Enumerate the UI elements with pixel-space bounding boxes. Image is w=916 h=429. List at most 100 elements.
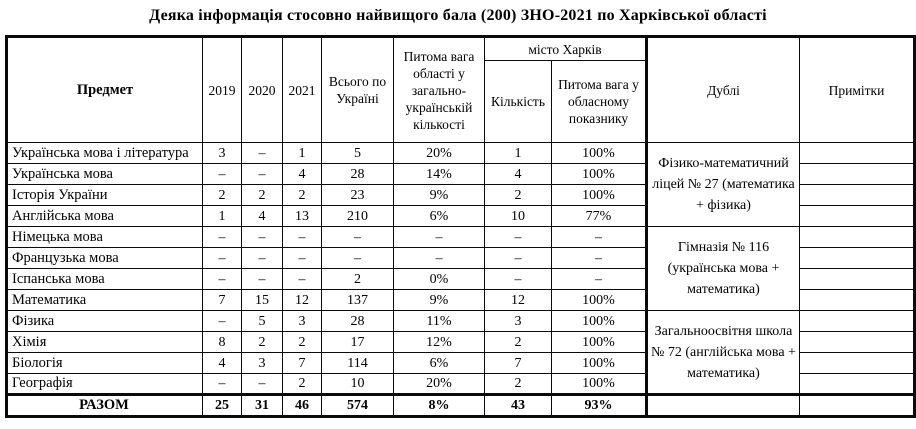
year-2021-cell: 1	[282, 142, 322, 164]
table-row: Англійська мова 1 4 13 210 6% 10 77%	[6, 205, 915, 227]
total-ukraine-cell: 137	[321, 289, 394, 311]
kharkiv-count-cell: 43	[484, 393, 552, 417]
notes-cell	[799, 289, 915, 311]
year-2019-cell: –	[202, 163, 242, 185]
col-header-2020: 2020	[241, 36, 283, 143]
kharkiv-share-cell: –	[551, 226, 647, 248]
year-2020-cell: 2	[241, 331, 283, 353]
kharkiv-share-cell: 100%	[551, 163, 647, 185]
total-ukraine-cell: 5	[321, 142, 394, 164]
year-2021-cell: –	[282, 247, 322, 269]
col-group-kharkiv-city: місто Харків	[484, 36, 647, 61]
year-2020-cell: 31	[241, 393, 283, 417]
total-ukraine-cell: 17	[321, 331, 394, 353]
notes-cell	[799, 163, 915, 185]
col-header-duplicates: Дублі	[645, 36, 800, 143]
kharkiv-share-cell: 93%	[551, 393, 647, 417]
kharkiv-share-cell: 100%	[551, 142, 647, 164]
year-2020-cell: 5	[241, 310, 283, 332]
year-2019-cell: 2	[202, 184, 242, 206]
notes-cell	[799, 393, 915, 417]
kharkiv-share-cell: 77%	[551, 205, 647, 227]
duplicates-cell: Загальноосвітня школа № 72 (англійська м…	[645, 310, 800, 395]
year-2020-cell: –	[241, 226, 283, 248]
table-row: Математика 7 15 12 137 9% 12 100%	[6, 289, 915, 311]
col-header-kharkiv-share: Питома вага у обласному показнику	[551, 60, 647, 143]
year-2021-cell: 12	[282, 289, 322, 311]
kharkiv-count-cell: 2	[484, 373, 552, 395]
notes-cell	[799, 373, 915, 395]
year-2020-cell: –	[241, 163, 283, 185]
total-ukraine-cell: 2	[321, 268, 394, 290]
col-header-subject: Предмет	[6, 36, 203, 143]
col-header-notes: Примітки	[799, 36, 915, 143]
year-2019-cell: 4	[202, 352, 242, 374]
share-ukraine-cell: 14%	[393, 163, 485, 185]
table-row: Історія України 2 2 2 23 9% 2 100%	[6, 184, 915, 206]
table-row: Фізика – 5 3 28 11% 3 100% Загальноосвіт…	[6, 310, 915, 395]
col-header-kharkiv-count: Кількість	[484, 60, 552, 143]
subject-cell: Хімія	[6, 331, 203, 353]
col-header-2019: 2019	[202, 36, 242, 143]
total-ukraine-cell: –	[321, 226, 394, 248]
notes-cell	[799, 205, 915, 227]
subject-cell: Французька мова	[6, 247, 203, 269]
share-ukraine-cell: 9%	[393, 184, 485, 206]
notes-cell	[799, 184, 915, 206]
year-2019-cell: 8	[202, 331, 242, 353]
duplicates-cell: Фізико-математичний ліцей № 27 (математи…	[645, 142, 800, 227]
notes-cell	[799, 331, 915, 353]
kharkiv-share-cell: –	[551, 268, 647, 290]
year-2020-cell: –	[241, 373, 283, 395]
total-ukraine-cell: 23	[321, 184, 394, 206]
subject-cell: Географія	[6, 373, 203, 395]
share-ukraine-cell: 11%	[393, 310, 485, 332]
kharkiv-count-cell: 4	[484, 163, 552, 185]
subject-cell: Математика	[6, 289, 203, 311]
year-2021-cell: 13	[282, 205, 322, 227]
total-ukraine-cell: 28	[321, 310, 394, 332]
kharkiv-count-cell: 2	[484, 331, 552, 353]
col-header-share-ukraine: Питома вага області у загально-українськ…	[393, 36, 485, 143]
duplicates-cell: Гімназія № 116 (українська мова + матема…	[645, 226, 800, 311]
share-ukraine-cell: –	[393, 247, 485, 269]
col-header-2021: 2021	[282, 36, 322, 143]
total-label-cell: РАЗОМ	[6, 393, 203, 417]
kharkiv-share-cell: 100%	[551, 184, 647, 206]
share-ukraine-cell: 12%	[393, 331, 485, 353]
share-ukraine-cell: 6%	[393, 352, 485, 374]
year-2021-cell: 2	[282, 184, 322, 206]
share-ukraine-cell: 9%	[393, 289, 485, 311]
share-ukraine-cell: 0%	[393, 268, 485, 290]
year-2020-cell: 15	[241, 289, 283, 311]
year-2019-cell: –	[202, 310, 242, 332]
table-row: Біологія 4 3 7 114 6% 7 100%	[6, 352, 915, 374]
zno-results-table: Предмет 2019 2020 2021 Всього по Україні…	[5, 35, 916, 418]
notes-cell	[799, 268, 915, 290]
total-ukraine-cell: 210	[321, 205, 394, 227]
year-2021-cell: 2	[282, 373, 322, 395]
subject-cell: Англійська мова	[6, 205, 203, 227]
header-row-sub: Кількість Питома вага у обласному показн…	[7, 60, 915, 143]
year-2021-cell: 4	[282, 163, 322, 185]
kharkiv-count-cell: 3	[484, 310, 552, 332]
subject-cell: Історія України	[6, 184, 203, 206]
share-ukraine-cell: 20%	[393, 142, 485, 164]
subject-cell: Іспанська мова	[6, 268, 203, 290]
year-2019-cell: 25	[202, 393, 242, 417]
year-2021-cell: 7	[282, 352, 322, 374]
notes-cell	[799, 247, 915, 269]
kharkiv-count-cell: –	[484, 226, 552, 248]
kharkiv-share-cell: –	[551, 247, 647, 269]
table-row: Українська мова і література 3 – 1 5 20%…	[6, 142, 915, 227]
subject-cell: Українська мова і література	[6, 142, 203, 164]
kharkiv-count-cell: 2	[484, 184, 552, 206]
year-2021-cell: 3	[282, 310, 322, 332]
notes-cell	[799, 310, 915, 332]
kharkiv-count-cell: –	[484, 247, 552, 269]
share-ukraine-cell: 6%	[393, 205, 485, 227]
year-2021-cell: –	[282, 226, 322, 248]
table-row: Німецька мова – – – – – – – Гімназія № 1…	[6, 226, 915, 311]
header-row-top: Предмет 2019 2020 2021 Всього по Україні…	[6, 36, 915, 143]
duplicates-cell	[645, 393, 800, 417]
